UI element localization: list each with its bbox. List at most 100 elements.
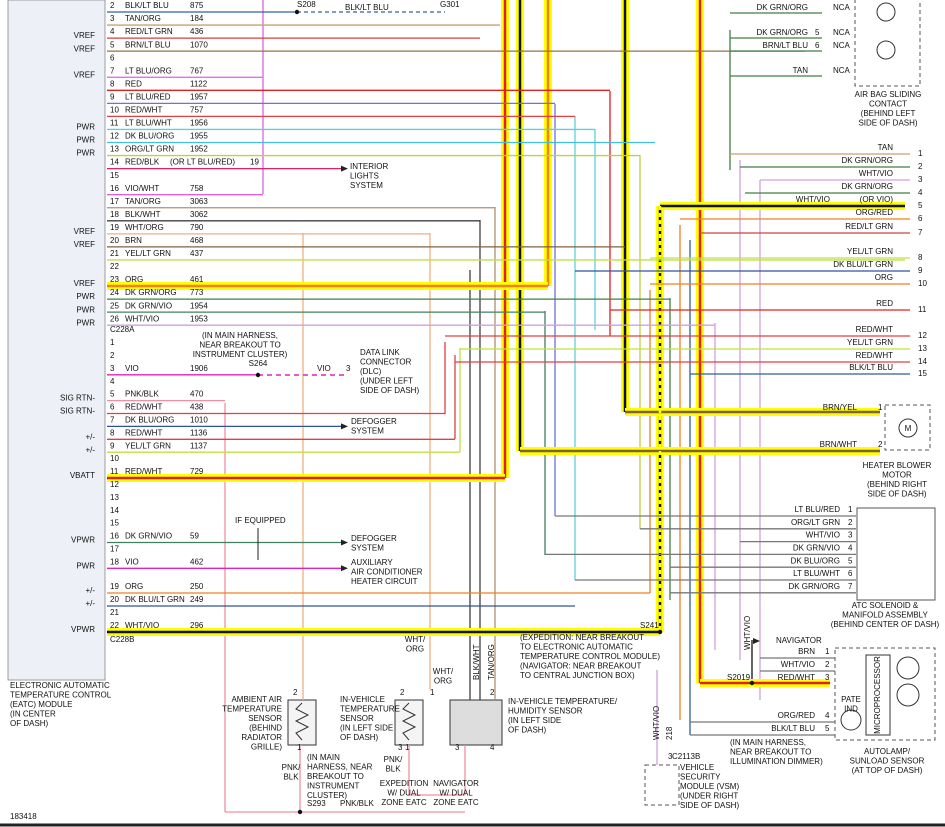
signal-label: SIG RTN-	[60, 394, 95, 403]
airbag-box	[854, 0, 921, 87]
wire-color: TAN/ORG	[125, 197, 161, 206]
note-dlc: (UNDER LEFT	[360, 377, 413, 386]
note-humidity: HUMIDITY SENSOR	[508, 707, 583, 716]
note-vsm: SIDE OF DASH)	[680, 801, 739, 810]
pin-number: 14	[918, 357, 927, 366]
coil	[876, 40, 896, 60]
note-harness-ic2: HARNESS, NEAR	[307, 763, 373, 772]
pin-number: 13	[918, 344, 927, 353]
note-invehicle: SENSOR	[340, 714, 374, 723]
note-breakout: TEMPERATURE CONTROL MODULE)	[520, 652, 660, 661]
note-amb-p1: 1	[297, 743, 302, 752]
note-hum-p4: 4	[490, 743, 495, 752]
note-dlc-color: VIO	[317, 364, 331, 373]
wire-color: TAN/ORG	[125, 14, 161, 23]
note-interior: LIGHTS	[350, 172, 379, 181]
circuit-number: 296	[190, 621, 204, 630]
pin-number: 12	[918, 331, 927, 340]
pin-number: 13	[110, 145, 119, 154]
pin-number: 15	[110, 519, 119, 528]
nca-label: NCA	[833, 41, 851, 50]
circuit-number: 3063	[190, 197, 208, 206]
wire-color: BLK/LT BLU	[771, 724, 815, 733]
signal-label: VPWR	[71, 536, 95, 545]
pin-number: 1	[110, 338, 115, 347]
pin-number: 26	[110, 314, 119, 323]
wire-color: DK GRN/VIO	[125, 301, 172, 310]
note-navigator-dz: W/ DUAL	[439, 789, 473, 798]
circuit-number: 1010	[190, 416, 208, 425]
wire-color: RED/WHT	[125, 106, 162, 115]
pin-number: 11	[110, 119, 119, 128]
wire-color: BRN	[798, 647, 815, 656]
note-invehicle: TEMPERATURE	[340, 705, 400, 714]
wire-color: PNK/BLK	[125, 390, 159, 399]
note-hum-p2: 2	[490, 688, 495, 697]
pin-number: 7	[848, 582, 853, 591]
pin-number: 8	[110, 428, 115, 437]
note-c2113b: C2113B	[672, 752, 700, 761]
wire-color: YEL/LT GRN	[847, 247, 893, 256]
signal-label: PWR	[76, 292, 95, 301]
wire-color: LT BLU/WHT	[793, 569, 840, 578]
wire-color: BRN/WHT	[820, 440, 857, 449]
pin-number: 9	[110, 441, 115, 450]
module-label: TEMPERATURE CONTROL	[10, 691, 112, 700]
wire-color: ORG	[125, 275, 143, 284]
component-label: (BEHIND CENTER OF DASH)	[831, 620, 940, 629]
component-label: (BEHIND RIGHT	[867, 480, 927, 489]
wire-color: DK BLU/ORG	[125, 132, 174, 141]
splice	[294, 9, 300, 15]
wire-color: DK GRN/ORG	[841, 156, 893, 165]
note-amb-p2: 2	[293, 688, 298, 697]
note-hum-p1: 1	[430, 688, 435, 697]
component-label: MOTOR	[882, 471, 912, 480]
circuit-number: 1136	[190, 428, 208, 437]
wire-color: WHT/VIO	[859, 169, 893, 178]
wire-color: WHT/VIO	[125, 314, 159, 323]
pin-number: 17	[110, 197, 119, 206]
wire-color: DK GRN/ORG	[756, 3, 808, 12]
pin-number: 24	[110, 288, 119, 297]
autolamp-box	[834, 647, 936, 741]
wire-color-alt: (OR VIO)	[860, 195, 894, 204]
wire-color: RED/BLK	[125, 158, 160, 167]
processor-label: MICROPROCESSOR	[873, 656, 882, 734]
pin-number: 23	[110, 275, 119, 284]
motor	[898, 418, 918, 438]
wire-color: RED/WHT	[125, 428, 162, 437]
pin-number: 12	[110, 132, 119, 141]
note-g301: G301	[440, 0, 460, 9]
pin-number: 20	[110, 236, 119, 245]
wire-color: BLK/LT BLU	[849, 363, 893, 372]
wire-color: TAN	[793, 66, 809, 75]
wire-color: RED/WHT	[125, 403, 162, 412]
note-aux: AUXILIARY	[351, 558, 393, 567]
blower-box	[884, 404, 931, 451]
wire-color: BLK/WHT	[125, 210, 161, 219]
circuit-number: 790	[190, 223, 204, 232]
note-ambient: GRILLE)	[251, 743, 282, 752]
signal-label: PWR	[76, 305, 95, 314]
pin-number: 19	[110, 223, 119, 232]
wire-color: WHT/VIO	[781, 660, 815, 669]
note-ambient: AMBIENT AIR	[231, 695, 282, 704]
note-humidity: (IN LEFT SIDE	[508, 716, 561, 725]
pin-number: 2	[110, 1, 115, 10]
signal-label: VREF	[74, 70, 95, 79]
module-label: (EATC) MODULE	[10, 700, 73, 709]
note-ambient: (BEHIND	[249, 724, 282, 733]
circuit-number: 59	[190, 532, 199, 541]
note-dimmer: (IN MAIN HARNESS,	[730, 738, 806, 747]
pin-number: 19	[110, 582, 119, 591]
wire-color: VIO	[125, 364, 139, 373]
pin-number: 6	[110, 53, 115, 62]
splice	[749, 680, 755, 686]
wire-color: ORG/RED	[856, 208, 894, 217]
nca-label: NCA	[833, 66, 851, 75]
wire-color: ORG	[125, 582, 143, 591]
wire-color: YEL/LT GRN	[125, 441, 171, 450]
note-navigator-dz: ZONE EATC	[433, 798, 478, 807]
note-harness-ic: (IN MAIN HARNESS,	[202, 331, 278, 340]
